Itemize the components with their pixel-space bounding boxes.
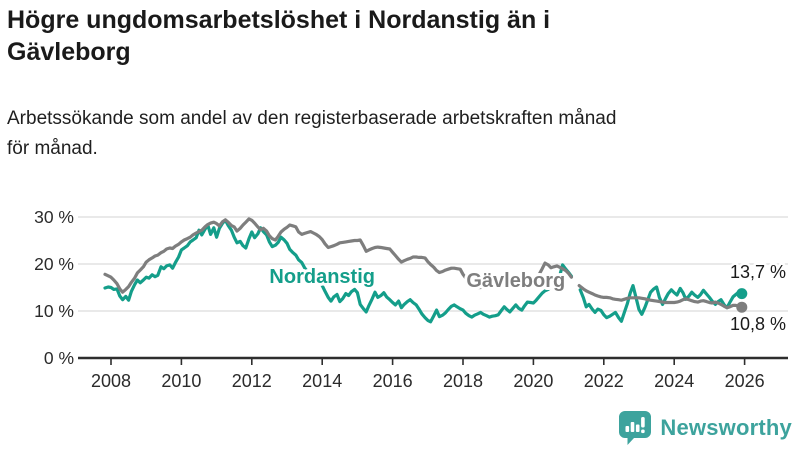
x-axis-tick-label: 2024 (654, 371, 694, 391)
x-axis-tick-label: 2010 (161, 371, 201, 391)
chart-subtitle: Arbetssökande som andel av den registerb… (7, 104, 616, 164)
series-label-g-vleborg: Gävleborg (466, 270, 565, 292)
page-title-line-1: Högre ungdomsarbetslöshet i Nordanstig ä… (7, 6, 551, 34)
series-end-dot-nordanstig (736, 288, 748, 300)
x-axis-tick-label: 2022 (584, 371, 624, 391)
series-line-nordanstig (103, 218, 573, 324)
series-line-g-vleborg (577, 284, 744, 310)
x-axis-tick-label: 2016 (373, 371, 413, 391)
series-label-nordanstig: Nordanstig (269, 266, 375, 288)
y-axis-tick-label: 10 % (34, 301, 74, 321)
series-line-g-vleborg (103, 217, 573, 294)
chart-subtitle-line-2: för månad. (7, 138, 98, 159)
x-axis-tick-label: 2026 (725, 371, 765, 391)
page-title-line-2: Gävleborg (7, 38, 131, 66)
chart-area: 0 % 10 % 20 % 30 % 2008 2010 2012 2014 2016 2018 2… (0, 190, 800, 405)
x-axis-tick-label: 2020 (513, 371, 553, 391)
newsworthy-chart-bubble-icon (618, 410, 652, 446)
series-end-dot-g-vleborg (736, 301, 748, 313)
series-end-value-label-nordanstig: 13,7 % (730, 262, 786, 282)
x-axis-tick-label: 2012 (232, 371, 272, 391)
newsworthy-logo-text: Newsworthy (660, 415, 792, 440)
chart-subtitle-line-1: Arbetssökande som andel av den registerb… (7, 108, 617, 129)
x-axis-tick-label: 2018 (443, 371, 483, 391)
y-axis-tick-label: 0 % (44, 348, 74, 368)
x-axis-tick-label: 2014 (302, 371, 342, 391)
x-axis-tick-label: 2008 (91, 371, 131, 391)
y-axis-tick-label: 20 % (34, 254, 74, 274)
y-axis-tick-label: 30 % (34, 207, 74, 227)
series-end-value-label-g-vleborg: 10,8 % (730, 314, 786, 334)
page-title: Högre ungdomsarbetslöshet i Nordanstig ä… (7, 4, 550, 68)
newsworthy-logo: Newsworthy (618, 409, 792, 447)
chart-svg: 0 % 10 % 20 % 30 % 2008 2010 2012 2014 2016 2018 2… (34, 207, 788, 391)
